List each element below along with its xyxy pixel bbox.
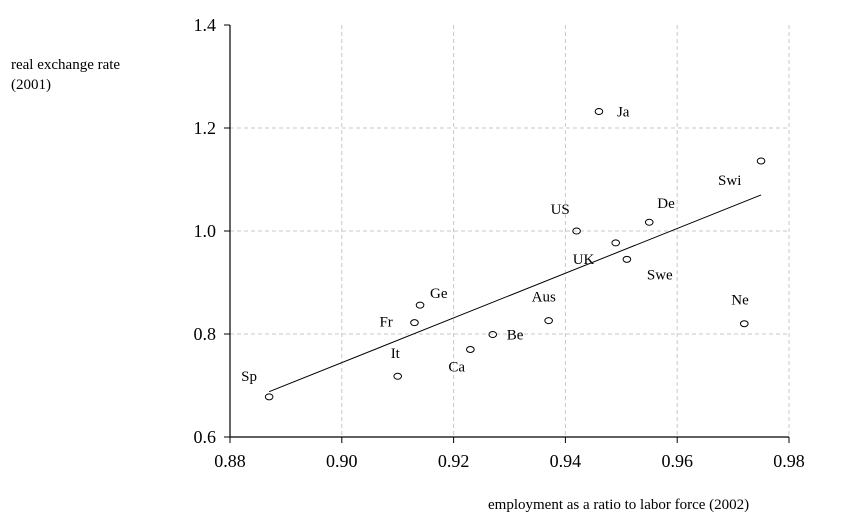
point-label-sp: Sp xyxy=(241,369,257,385)
data-point-be xyxy=(488,331,498,339)
y-tick-label: 1.4 xyxy=(194,15,217,35)
data-point-ge xyxy=(415,301,425,309)
data-point-it xyxy=(393,372,403,380)
trend-line xyxy=(268,194,762,393)
point-label-it: It xyxy=(391,346,401,362)
regression-line xyxy=(268,194,762,393)
x-tick-label: 0.98 xyxy=(773,451,805,471)
x-tick-label: 0.94 xyxy=(550,451,582,471)
point-label-aus: Aus xyxy=(532,290,556,306)
point-label-us: US xyxy=(551,202,570,218)
point-label-be: Be xyxy=(507,328,524,344)
x-tick-label: 0.96 xyxy=(661,451,693,471)
y-tick-label: 0.8 xyxy=(194,324,217,344)
data-point-ja xyxy=(594,108,604,116)
data-point-de xyxy=(644,218,654,226)
x-axis-label: employment as a ratio to labor force (20… xyxy=(488,497,750,513)
point-label-swi: Swi xyxy=(718,173,741,189)
x-tick-label: 0.88 xyxy=(214,451,246,471)
y-axis-label: real exchange rate (2001) xyxy=(11,57,121,93)
point-label-uk: UK xyxy=(573,252,595,268)
grid-lines xyxy=(230,25,790,437)
data-point-fr xyxy=(410,319,419,327)
data-point-sp xyxy=(264,393,274,401)
y-tick-label: 1.2 xyxy=(194,118,217,138)
y-tick-label: 0.6 xyxy=(194,427,217,447)
data-point-us xyxy=(572,227,581,235)
x-tick-label: 0.92 xyxy=(438,451,470,471)
data-point-swi xyxy=(756,157,766,165)
data-point-ne xyxy=(739,320,749,328)
axes xyxy=(224,24,790,443)
point-label-ca: Ca xyxy=(448,359,465,375)
tick-labels: 0.88 0.90 0.92 0.94 0.96 0.98 0.6 0.8 1.0 1.2 1.4 xyxy=(194,15,805,471)
y-tick-label: 1.0 xyxy=(194,221,217,241)
point-label-ja: Ja xyxy=(617,105,630,121)
data-point-ca xyxy=(466,345,475,353)
data-point-uk xyxy=(611,239,621,247)
point-label-de: De xyxy=(657,196,675,212)
x-tick-label: 0.90 xyxy=(326,451,358,471)
point-label-fr: Fr xyxy=(379,315,392,331)
data-point-swe xyxy=(622,255,632,263)
point-label-swe: Swe xyxy=(647,267,673,283)
data-point-aus xyxy=(544,317,553,325)
point-label-ge: Ge xyxy=(430,286,448,302)
point-label-ne: Ne xyxy=(731,293,749,309)
data-points: Sp It Fr Ge Ca Be Aus US Ja UK Swe De Ne Swi xyxy=(241,105,766,401)
